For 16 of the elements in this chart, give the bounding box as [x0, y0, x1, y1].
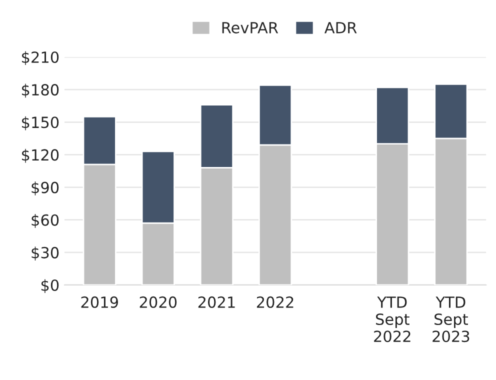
x-tick-label: YTD Sept 2022 — [374, 296, 410, 342]
y-tick-label: $90 — [32, 181, 59, 196]
y-tick-label: $30 — [32, 246, 59, 260]
y-tick-label: $210 — [22, 51, 59, 66]
legend-label: ADR — [324, 22, 357, 34]
legend-label: RevPAR — [222, 22, 278, 34]
x-tick-label: 2020 — [140, 296, 177, 308]
y-tick-label: $0 — [41, 279, 59, 294]
y-tick-label: $120 — [22, 148, 59, 163]
x-tick-label: 2022 — [256, 296, 294, 308]
y-tick-label: $150 — [22, 116, 59, 130]
y-tick-label: $60 — [32, 214, 59, 228]
x-tick-label: 2021 — [198, 296, 235, 308]
x-tick-label: 2019 — [81, 296, 118, 308]
x-tick-label: YTD Sept 2023 — [432, 296, 470, 342]
y-tick-label: $180 — [22, 84, 59, 98]
